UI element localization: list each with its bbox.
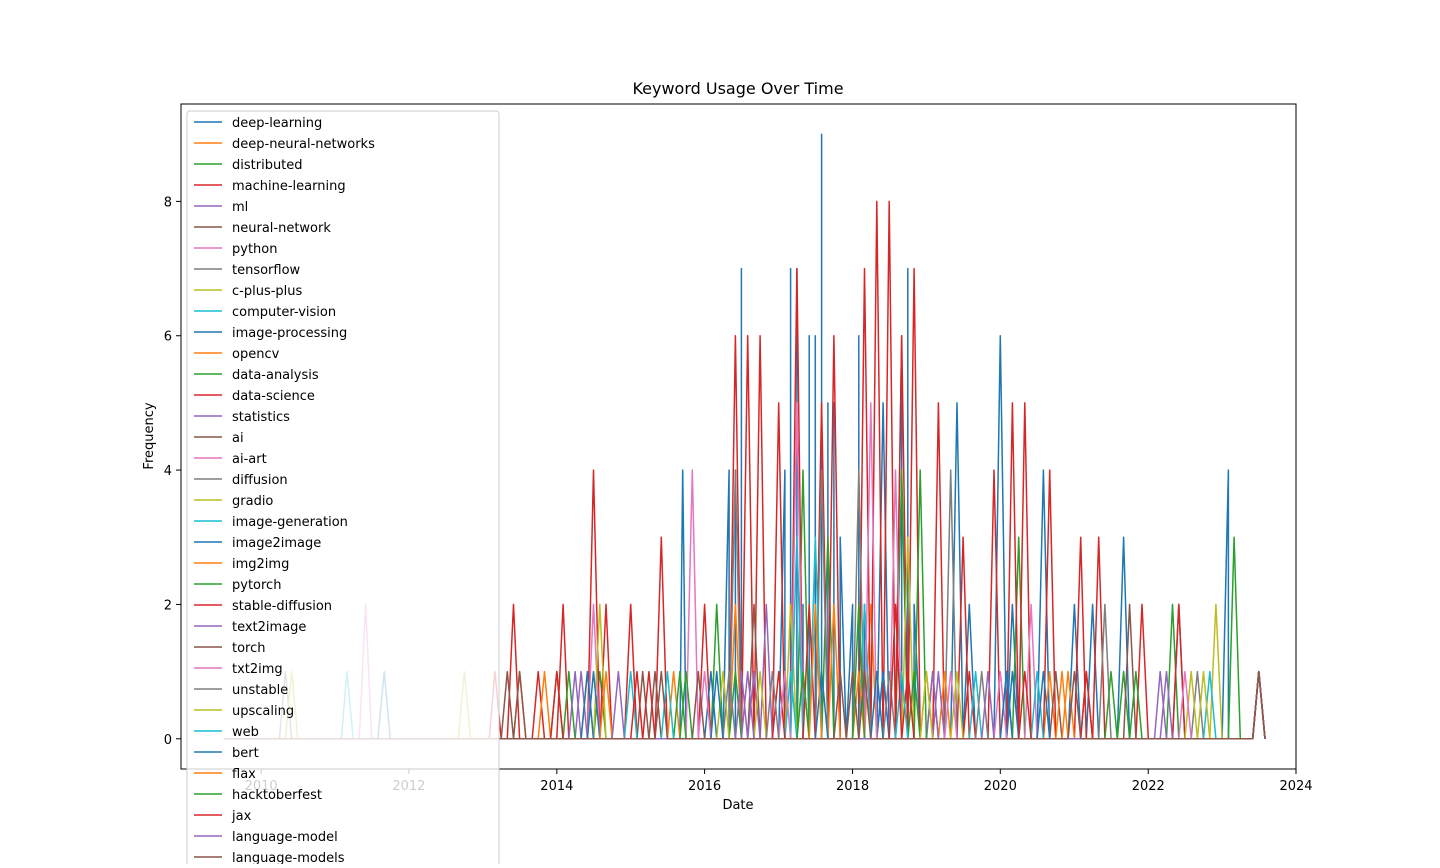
legend-label: ai-art [232,452,267,467]
legend-item: img2img [194,557,289,572]
legend-label: upscaling [232,704,294,719]
legend-item: hacktoberfest [194,788,322,803]
x-tick-label: 2022 [1132,779,1165,794]
chart-title: Keyword Usage Over Time [632,79,843,98]
legend-item: web [194,725,259,740]
legend-label: computer-vision [232,305,336,320]
x-tick-label: 2018 [836,779,869,794]
legend-item: ai-art [194,452,267,467]
legend-item: unstable [194,683,288,698]
legend-label: torch [232,641,266,656]
legend-label: language-model [232,830,338,845]
legend-label: img2img [232,557,289,572]
legend-label: jax [231,809,252,824]
legend-label: c-plus-plus [232,284,303,299]
legend-item: upscaling [194,704,294,719]
legend-item: machine-learning [194,179,346,194]
legend-label: pytorch [232,578,281,593]
x-tick-label: 2016 [688,779,721,794]
legend-label: image-generation [232,515,348,530]
legend-label: stable-diffusion [232,599,332,614]
x-tick-label: 2020 [984,779,1017,794]
legend-item: gradio [194,494,273,509]
legend-item: language-models [194,851,345,866]
y-tick-label: 8 [164,195,172,210]
legend-item: data-analysis [194,368,319,383]
legend-label: machine-learning [232,179,346,194]
legend-label: deep-learning [232,116,322,131]
legend-box [186,110,500,868]
series-line-language-models [223,670,1266,740]
legend-item: ai [194,431,244,446]
legend-item: distributed [194,158,303,173]
y-tick-label: 6 [164,330,172,345]
legend-item: torch [194,641,266,656]
legend-label: data-science [232,389,315,404]
legend-label: web [232,725,259,740]
legend-item: txt2img [194,662,283,677]
y-tick-label: 4 [164,464,172,479]
legend-item: language-model [194,830,338,845]
legend-item: image2image [194,536,321,551]
legend-label: flax [232,767,256,782]
legend-item: flax [194,767,256,782]
legend-label: python [232,242,277,257]
legend-label: ai [232,431,244,446]
legend-item: data-science [194,389,315,404]
legend-label: statistics [232,410,290,425]
legend-label: hacktoberfest [232,788,322,803]
legend-item: pytorch [194,578,281,593]
legend-item: jax [194,809,252,824]
legend-item: python [194,242,277,257]
legend-item: computer-vision [194,305,336,320]
plot-frame [180,103,1297,770]
legend-item: ml [194,200,248,215]
legend-item: stable-diffusion [194,599,332,614]
legend-label: bert [232,746,259,761]
y-tick-label: 0 [164,733,172,748]
legend: deep-learning deep-neural-networks distrib… [186,110,500,868]
y-axis: 0 2 4 6 8 [164,195,181,748]
legend-label: unstable [232,683,288,698]
legend-label: tensorflow [232,263,301,278]
legend-item: statistics [194,410,290,425]
legend-item: image-processing [194,326,347,341]
legend-item: bert [194,746,259,761]
series-layer [223,133,1266,740]
legend-label: opencv [232,347,280,362]
legend-item: text2image [194,620,306,635]
legend-item: neural-network [194,221,331,236]
legend-label: deep-neural-networks [232,137,375,152]
legend-label: image-processing [232,326,347,341]
legend-item: diffusion [194,473,288,488]
legend-label: ml [232,200,248,215]
legend-item: opencv [194,347,280,362]
legend-label: neural-network [232,221,331,236]
legend-item: image-generation [194,515,348,530]
y-axis-label: Frequency [142,402,157,469]
legend-item: tensorflow [194,263,301,278]
legend-label: language-models [232,851,345,864]
x-tick-label: 2014 [540,779,573,794]
legend-item: c-plus-plus [194,284,303,299]
y-tick-label: 2 [164,598,172,613]
legend-item: deep-learning [194,116,322,131]
legend-label: data-analysis [232,368,319,383]
legend-label: txt2img [232,662,283,677]
legend-item: deep-neural-networks [194,137,375,152]
legend-label: diffusion [232,473,288,488]
x-axis-label: Date [722,798,753,813]
x-tick-label: 2024 [1279,779,1312,794]
legend-label: image2image [232,536,321,551]
legend-label: distributed [232,158,303,173]
legend-label: gradio [232,494,273,509]
legend-label: text2image [232,620,306,635]
